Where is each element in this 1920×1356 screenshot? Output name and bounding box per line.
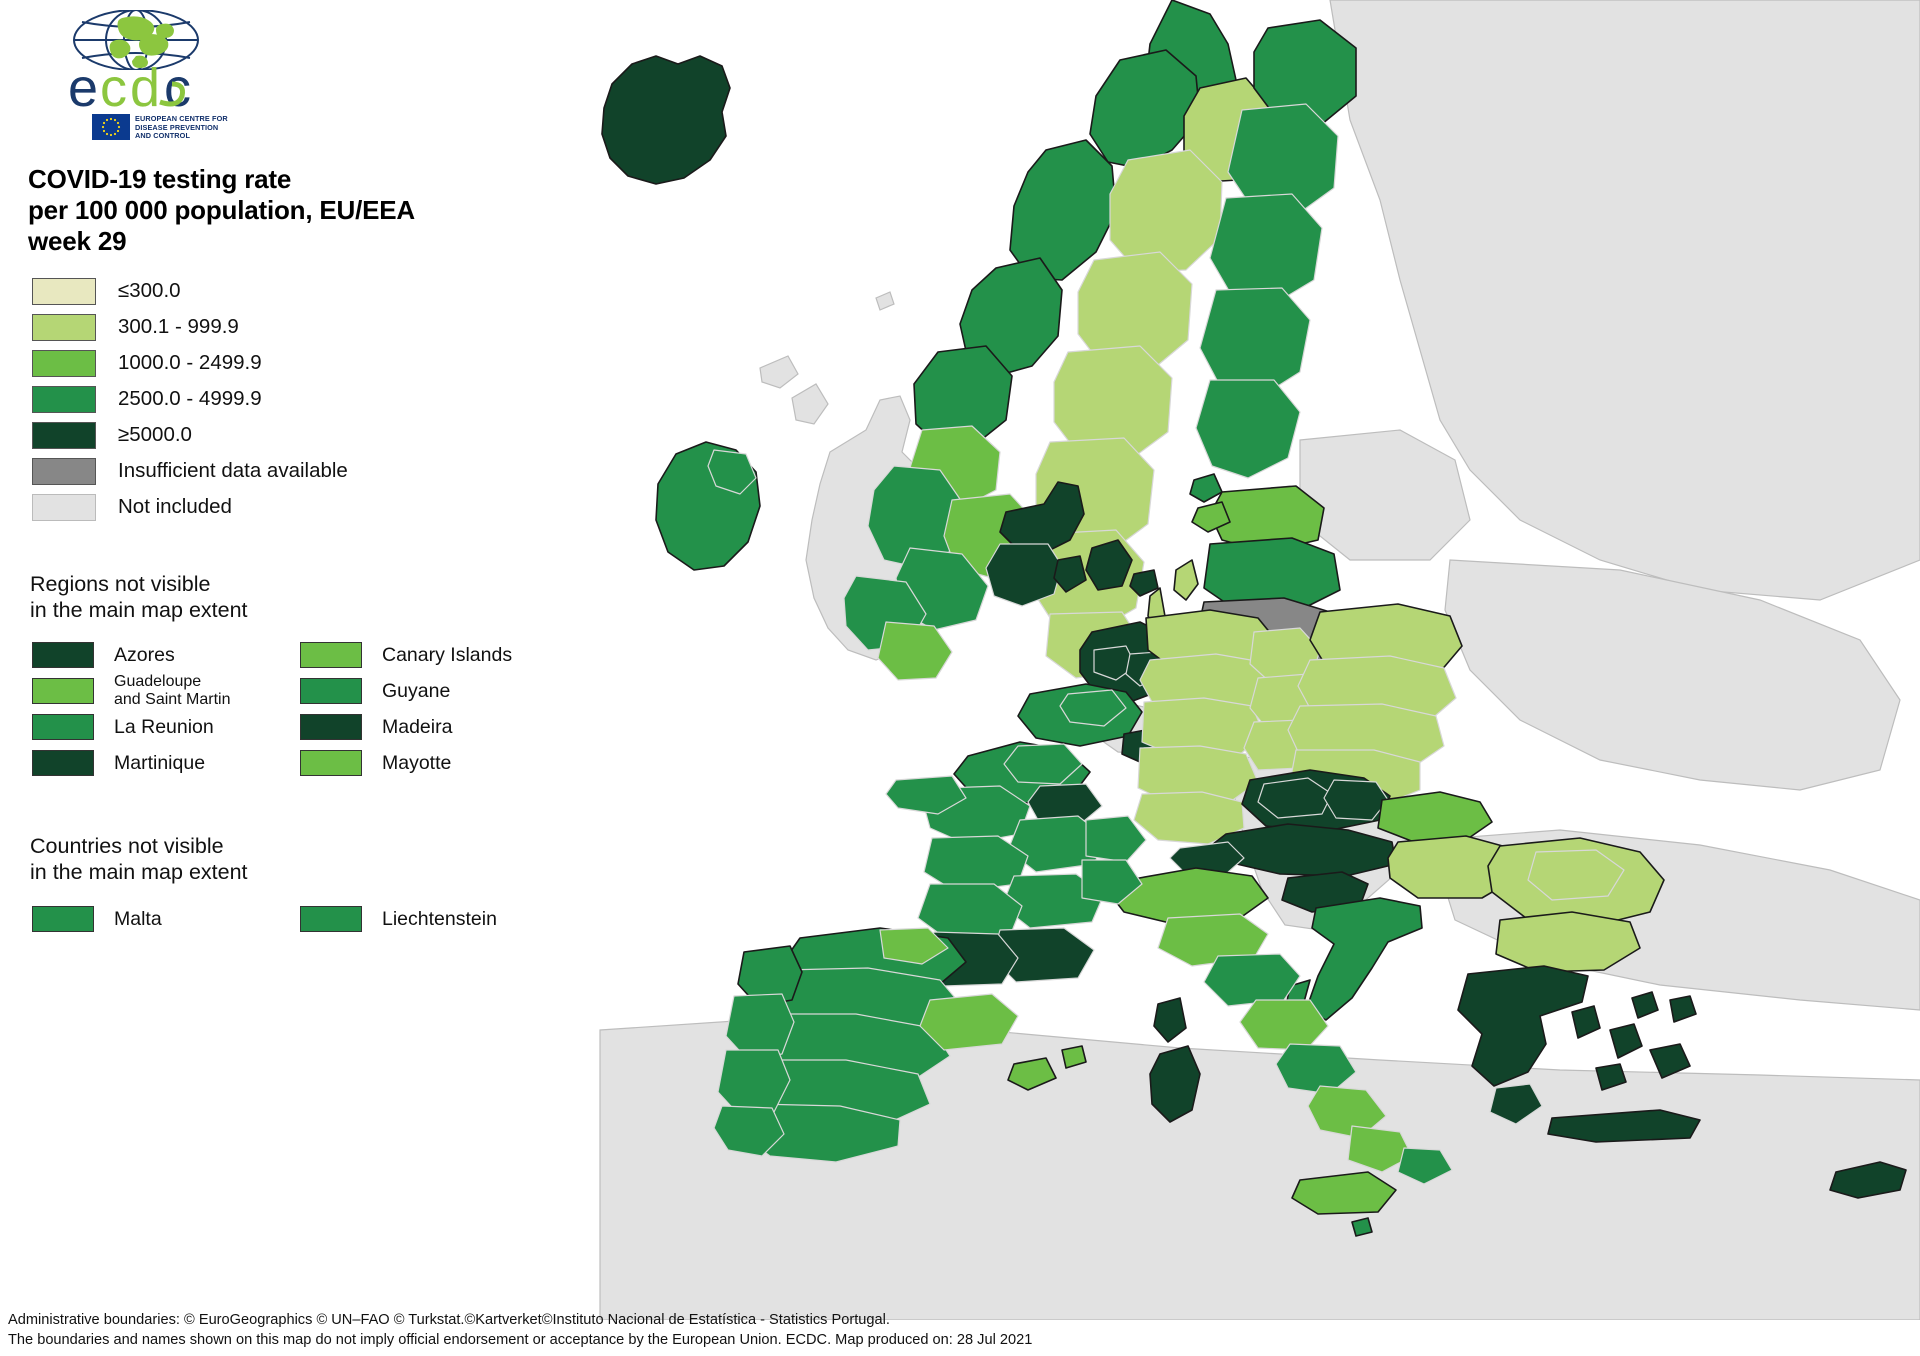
country-item-liechtenstein: Liechtenstein [296,901,564,937]
legend-item: ≤300.0 [28,273,560,309]
region-item-mayotte: Mayotte [296,745,564,781]
region-swatch [300,642,362,668]
map-svg: .ln { stroke:#1a1a1a; stroke-width:1.6; … [599,0,1920,1320]
region-swatch [300,714,362,740]
region-label: Madeira [382,715,453,738]
countries-list: Malta Liechtenstein [28,901,560,937]
legend-item: Not included [28,489,560,525]
region-label: La Reunion [114,715,214,738]
region-label: Martinique [114,751,206,774]
footer-line-disclaimer: The boundaries and names shown on this m… [8,1331,1033,1348]
country-label: Liechtenstein [382,907,497,930]
country-item-malta: Malta [28,901,296,937]
legend-panel: e c d c EURO [0,0,560,1290]
legend-label: 2500.0 - 4999.9 [118,387,262,410]
legend-item: 1000.0 - 2499.9 [28,345,560,381]
country-malta [1351,1217,1373,1237]
country-austria [1169,823,1397,877]
region-label: Canary Islands [382,643,513,666]
legend-label: Not included [118,495,232,518]
country-swatch [32,906,94,932]
country-hungary [1387,835,1517,899]
footer-line-attribution: Administrative boundaries: © EuroGeograp… [8,1312,890,1328]
svg-text:d: d [130,62,160,116]
regions-section-heading: Regions not visible in the main map exte… [30,572,248,622]
country-spain [739,927,1087,1163]
region-swatch [300,678,362,704]
region-swatch [32,750,94,776]
globe-icon [58,9,248,75]
country-bulgaria [1495,911,1641,973]
country-sweden [1031,77,1271,679]
region-label: Guyane [382,679,451,702]
legend-label: 1000.0 - 2499.9 [118,351,262,374]
region-swatch [300,750,362,776]
legend-label: 300.1 - 999.9 [118,315,239,338]
ecdc-wordmark: e c d c [68,58,248,121]
region-item-madeira: Madeira [296,709,564,745]
legend-label: Insufficient data available [118,459,348,482]
eu-logo: EUROPEAN CENTRE FOR DISEASE PREVENTION A… [92,114,228,141]
region-item-canary-islands: Canary Islands [296,637,564,673]
region-label: Mayotte [382,751,452,774]
region-swatch [32,642,94,668]
map-title: COVID-19 testing rate per 100 000 popula… [28,164,415,256]
country-swatch [300,906,362,932]
region-item-guadeloupe: Guadeloupe and Saint Martin [28,673,296,709]
legend-item: ≥5000.0 [28,417,560,453]
region-item-martinique: Martinique [28,745,296,781]
country-ireland [655,441,761,571]
region-swatch [32,678,94,704]
legend-swatch [32,421,96,449]
country-belgium [1017,683,1143,747]
countries-section-heading: Countries not visible in the main map ex… [30,834,248,884]
eu-flag-icon [92,114,130,140]
legend-swatch [32,277,96,305]
country-portugal [713,945,803,1157]
map-footer: Administrative boundaries: © EuroGeograp… [8,1311,1032,1350]
svg-text:c: c [100,62,127,116]
country-latvia [1203,537,1341,611]
country-finland [1189,19,1357,503]
ecdc-logo: e c d c EURO [40,9,270,158]
legend-label: ≥5000.0 [118,423,192,446]
svg-text:e: e [68,62,98,116]
region-item-azores: Azores [28,637,296,673]
legend-label: ≤300.0 [118,279,181,302]
country-france [885,741,1147,987]
region-item-guyane: Guyane [296,673,564,709]
regions-list: Azores Canary Islands Guadeloupe and Sai… [28,637,560,781]
legend-swatch [32,493,96,521]
legend-item: 2500.0 - 4999.9 [28,381,560,417]
legend-swatch [32,313,96,341]
country-romania [1487,837,1665,927]
legend-item: Insufficient data available [28,453,560,489]
country-denmark [985,481,1159,607]
ecdc-logo-subtitle: EUROPEAN CENTRE FOR DISEASE PREVENTION A… [135,114,228,141]
legend-swatch [32,349,96,377]
country-greece [1457,965,1701,1143]
legend-swatch [32,385,96,413]
country-cyprus [1829,1161,1907,1199]
choropleth-map: .ln { stroke:#1a1a1a; stroke-width:1.6; … [599,0,1920,1320]
country-iceland [601,55,731,185]
country-slovakia [1377,791,1493,843]
country-label: Malta [114,907,162,930]
region-label: Guadeloupe and Saint Martin [114,673,231,708]
legend-item: 300.1 - 999.9 [28,309,560,345]
region-swatch [32,714,94,740]
legend-swatch [32,457,96,485]
region-label: Azores [114,643,175,666]
country-estonia [1191,485,1325,553]
legend-class-list: ≤300.0 300.1 - 999.9 1000.0 - 2499.9 250… [28,273,560,525]
region-item-la-reunion: La Reunion [28,709,296,745]
svg-text:c: c [164,62,191,116]
country-czechia [1241,769,1391,833]
